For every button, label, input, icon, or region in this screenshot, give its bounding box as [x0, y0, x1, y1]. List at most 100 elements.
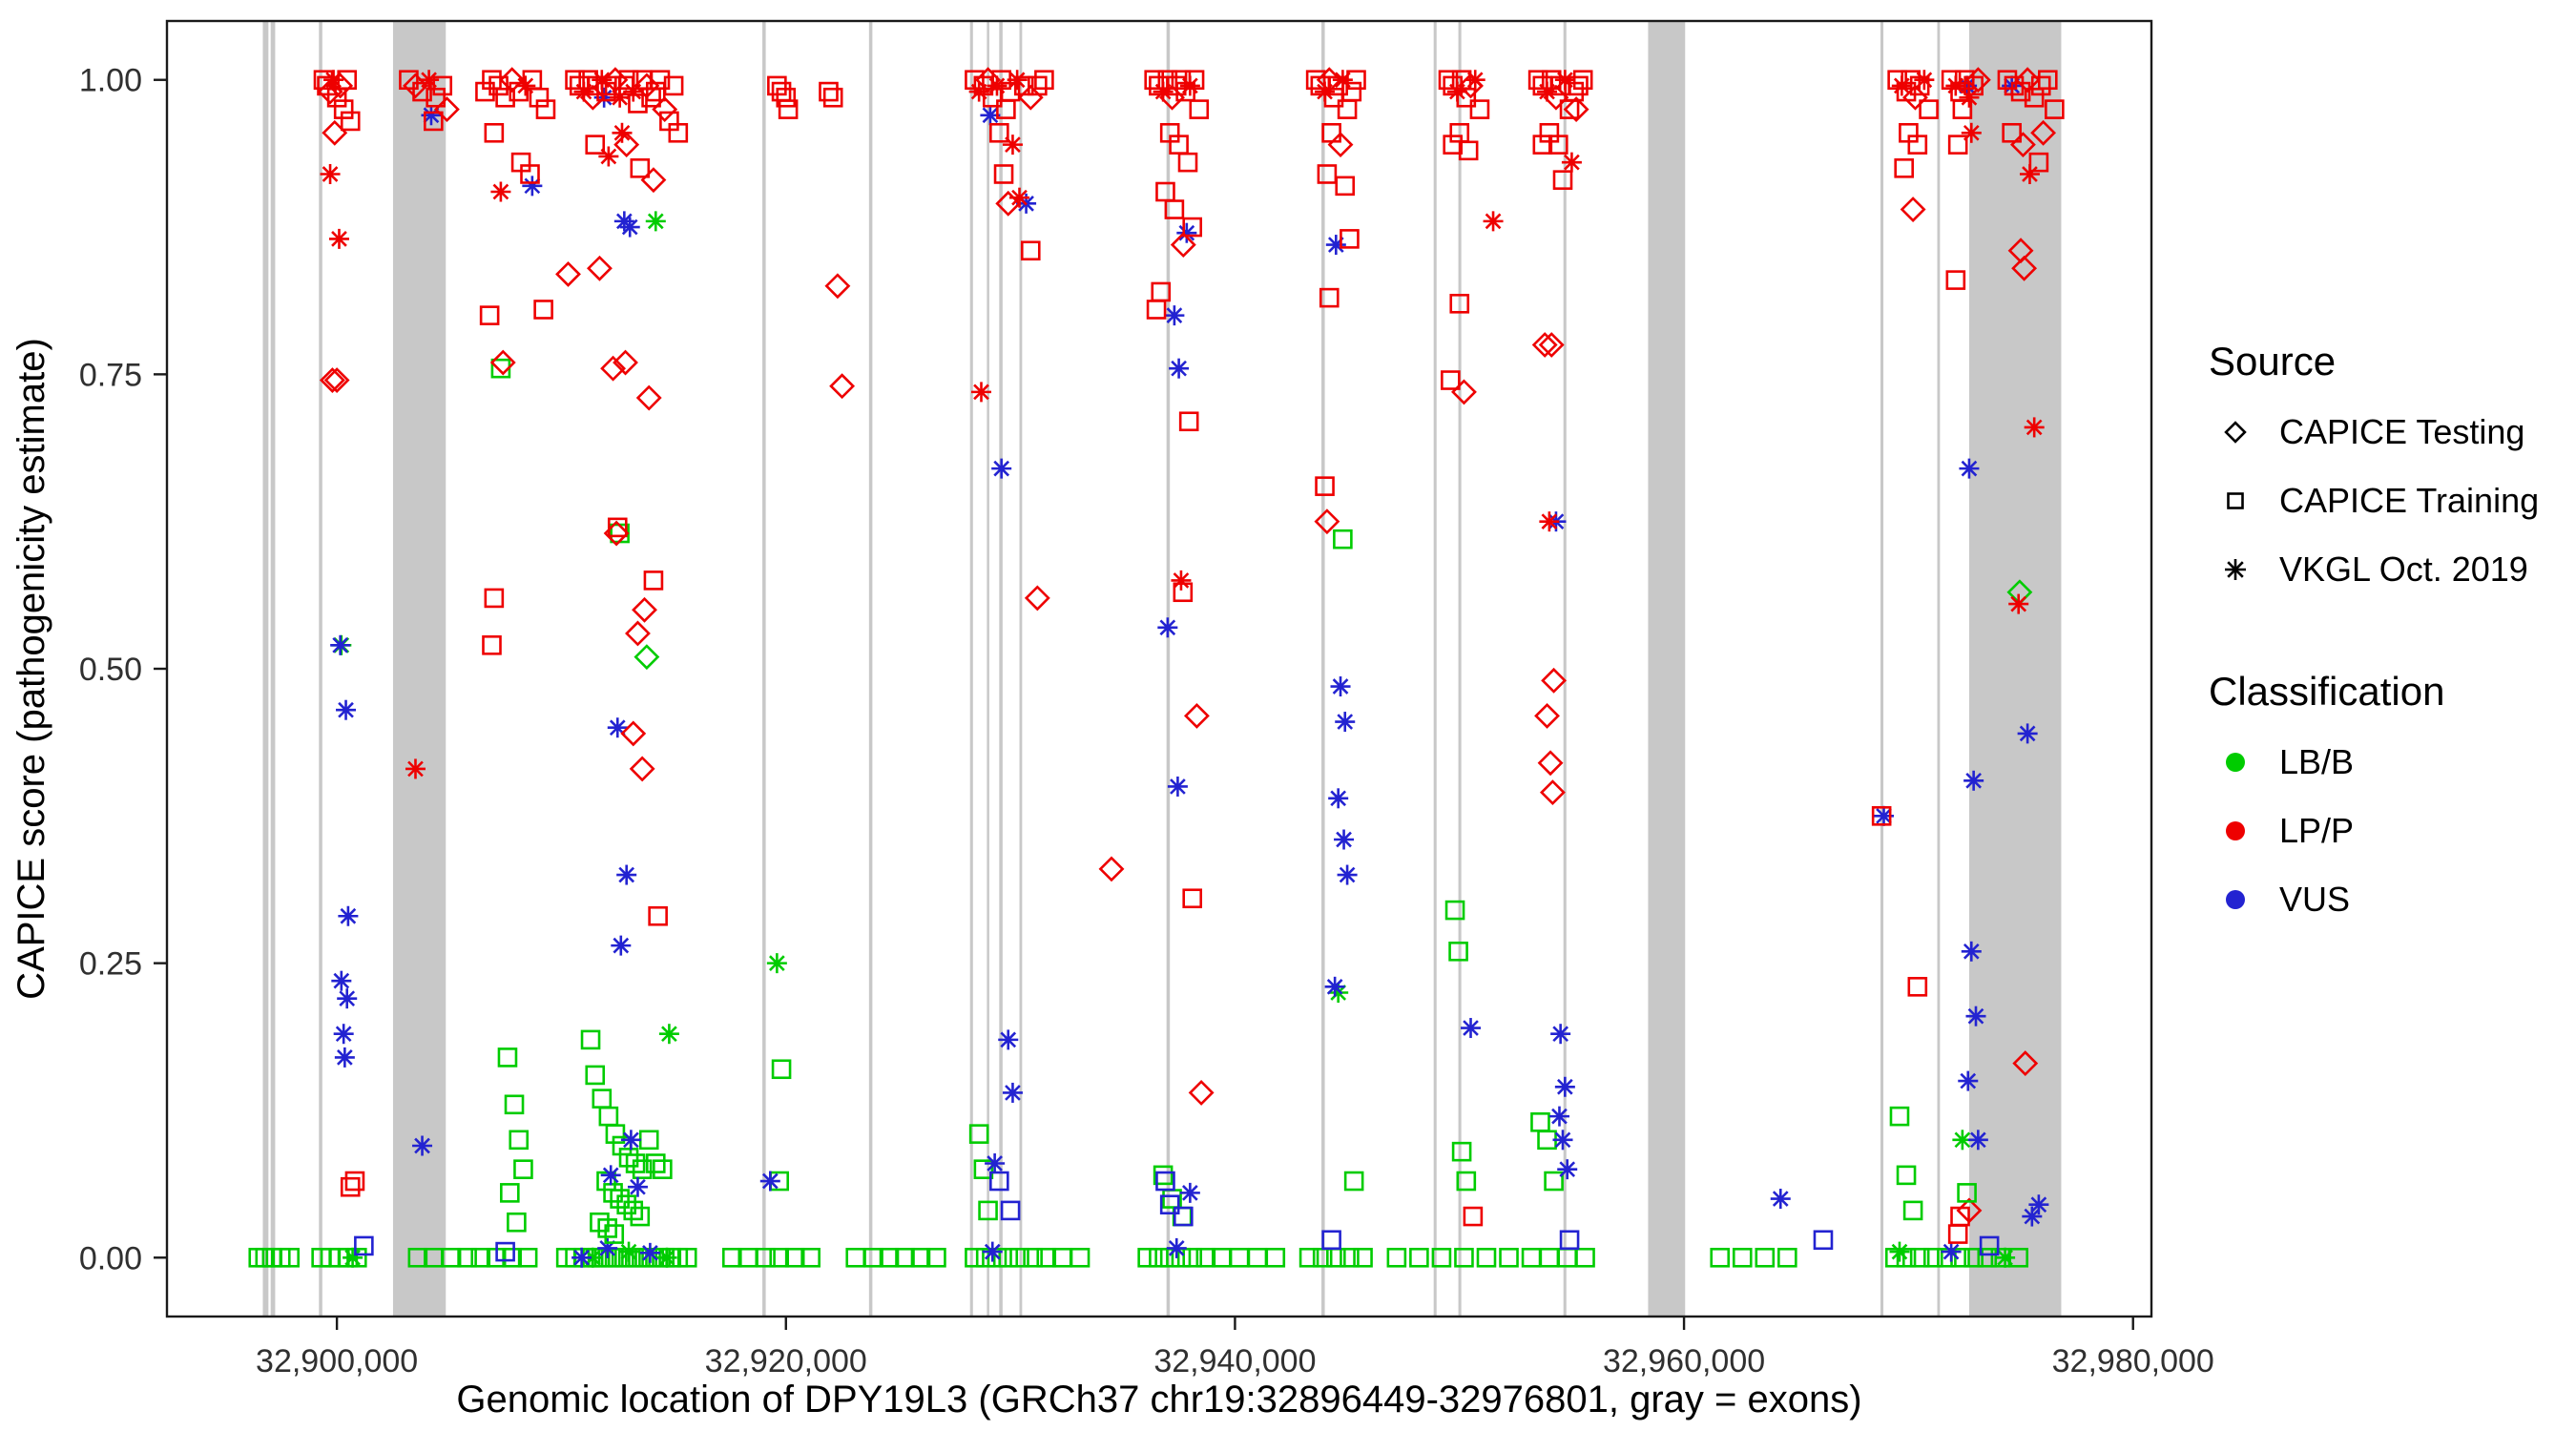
data-point: [1155, 1171, 1175, 1192]
legend-item-label: VKGL Oct. 2019: [2279, 550, 2528, 589]
data-point: [1028, 75, 1048, 96]
data-point: [632, 596, 657, 623]
data-point: [1441, 370, 1461, 390]
exon-band: [319, 21, 322, 1317]
data-point: [1568, 75, 1589, 96]
data-point: [529, 87, 550, 108]
data-point: [965, 1247, 985, 1268]
data-point: [1173, 1206, 1194, 1227]
data-point: [1444, 900, 1465, 921]
data-point: [611, 935, 632, 956]
data-point: [1539, 1247, 1560, 1268]
data-point: [2024, 87, 2045, 108]
data-point: [1945, 270, 1966, 290]
data-point: [1530, 1112, 1550, 1132]
data-point: [1386, 1247, 1407, 1268]
exon-band: [1458, 21, 1462, 1317]
data-point: [2011, 255, 2038, 281]
data-point: [319, 367, 345, 393]
data-point: [1182, 1247, 1203, 1268]
data-point: [1548, 135, 1568, 155]
data-point: [1907, 135, 1928, 155]
x-tick-label: 32,940,000: [1153, 1343, 1316, 1379]
data-point: [1909, 75, 1930, 96]
legend-item-label: CAPICE Training: [2279, 481, 2540, 520]
data-point: [555, 260, 581, 287]
data-point: [1959, 458, 1980, 479]
data-point: [1550, 1024, 1571, 1045]
exon-band: [270, 21, 276, 1317]
data-point: [1961, 122, 1982, 143]
data-point: [1070, 1247, 1091, 1268]
legend-source: Source CAPICE Testing CAPICE Training: [2209, 339, 2571, 591]
data-point: [1315, 476, 1335, 496]
data-point: [895, 1247, 915, 1268]
data-point: [470, 1247, 491, 1268]
data-point: [1335, 176, 1356, 197]
data-point: [1298, 1247, 1319, 1268]
data-point: [1552, 1130, 1573, 1151]
data-point: [320, 163, 341, 184]
data-point: [1532, 135, 1553, 155]
data-point: [620, 720, 647, 747]
data-point: [1431, 1247, 1452, 1268]
data-point: [336, 699, 357, 720]
data-point: [1334, 829, 1355, 850]
data-point: [863, 1247, 883, 1268]
data-point: [2028, 152, 2049, 173]
data-point: [1409, 1247, 1429, 1268]
data-point: [2007, 238, 2034, 264]
data-point: [500, 1183, 520, 1203]
exon-band: [868, 21, 873, 1317]
data-point: [819, 81, 839, 102]
y-tick-label: 0.25: [79, 946, 142, 983]
data-point: [1896, 1247, 1917, 1268]
data-point: [490, 181, 511, 202]
data-point: [1182, 888, 1203, 909]
data-point: [1002, 135, 1023, 156]
data-point: [1164, 305, 1185, 326]
data-point: [1317, 164, 1338, 184]
data-point: [1451, 379, 1477, 405]
data-point: [991, 458, 1012, 479]
data-point: [1449, 293, 1470, 314]
data-point: [632, 1159, 653, 1179]
data-point: [1476, 1247, 1497, 1268]
data-point: [1195, 1247, 1216, 1268]
data-point: [1321, 122, 1341, 143]
data-point: [1034, 70, 1054, 91]
data-point: [1941, 1241, 1962, 1262]
data-point: [1305, 70, 1326, 91]
data-point: [604, 1224, 625, 1244]
data-point: [412, 1135, 433, 1156]
data-point: [1451, 1141, 1472, 1162]
data-point: [1184, 70, 1205, 91]
data-point: [1002, 1082, 1023, 1103]
data-point: [635, 384, 662, 411]
data-point: [982, 1241, 1003, 1262]
data-point: [330, 634, 351, 655]
data-point: [1469, 99, 1490, 119]
exon-band: [1019, 21, 1023, 1317]
data-point: [2017, 723, 2038, 744]
data-point: [515, 75, 536, 96]
data-point: [1950, 1206, 1970, 1227]
data-point: [1539, 511, 1560, 532]
data-point: [497, 1047, 518, 1068]
diamond-icon: [2224, 421, 2247, 444]
data-point: [1777, 1247, 1797, 1268]
data-point: [1448, 941, 1468, 962]
data-point: [756, 1247, 776, 1268]
data-point: [2002, 122, 2022, 143]
data-point: [522, 176, 543, 197]
data-point: [1541, 667, 1568, 694]
data-point: [1884, 1247, 1905, 1268]
exon-band: [1563, 21, 1567, 1317]
data-point: [441, 1247, 462, 1268]
data-point: [337, 988, 358, 1009]
data-point: [340, 1176, 361, 1197]
data-point: [619, 217, 640, 238]
data-point: [1561, 152, 1582, 173]
data-point: [1340, 229, 1360, 249]
data-point: [978, 1200, 998, 1221]
